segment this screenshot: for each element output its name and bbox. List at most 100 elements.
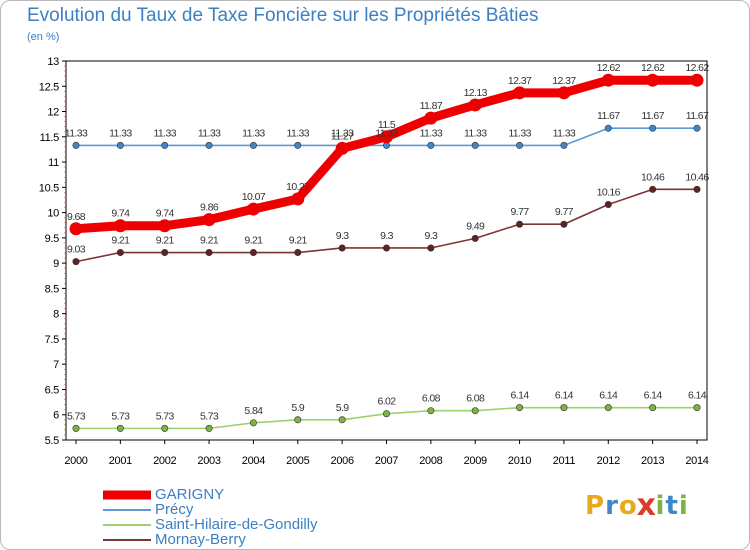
- data-point: [294, 141, 302, 149]
- logo-letter: o: [618, 491, 638, 521]
- data-point: [294, 416, 302, 424]
- data-label: 6.14: [599, 390, 618, 402]
- data-label: 6.02: [377, 396, 396, 408]
- data-point: [557, 86, 571, 100]
- y-tick-label: 9: [53, 258, 59, 270]
- y-tick-label: 8: [53, 309, 59, 321]
- legend-label: Saint-Hilaire-de-Gondilly: [155, 516, 318, 533]
- y-tick-label: 8.5: [45, 283, 60, 295]
- logo-letter: x: [636, 488, 657, 524]
- x-tick-label: 2005: [286, 455, 309, 467]
- x-tick-label: 2013: [641, 455, 664, 467]
- data-point: [649, 404, 657, 412]
- data-label: 12.13: [464, 87, 488, 99]
- data-label: 9.03: [67, 244, 86, 256]
- data-label: 9.74: [111, 208, 130, 220]
- y-tick-label: 13: [47, 56, 59, 68]
- data-label: 9.21: [156, 235, 175, 247]
- data-point: [249, 141, 257, 149]
- data-label: 9.21: [200, 235, 219, 247]
- data-point: [205, 424, 213, 432]
- data-label: 10.16: [597, 187, 621, 199]
- y-tick-label: 7: [53, 359, 59, 371]
- chart-subtitle: (en %): [27, 31, 60, 43]
- data-point: [427, 141, 435, 149]
- data-label: 9.77: [555, 206, 574, 218]
- x-tick-label: 2012: [597, 455, 620, 467]
- data-label: 9.49: [466, 220, 485, 232]
- data-point: [516, 220, 524, 228]
- data-point: [560, 141, 568, 149]
- data-label: 11.67: [686, 110, 709, 122]
- data-point: [693, 124, 701, 132]
- data-point: [382, 410, 390, 418]
- data-label: 6.14: [555, 390, 574, 402]
- x-tick-label: 2009: [464, 455, 487, 467]
- logo-letter: P: [585, 491, 606, 521]
- data-label: 11.5: [378, 119, 396, 131]
- legend-swatch: [103, 538, 151, 541]
- legend-label: Précy: [155, 501, 194, 518]
- data-label: 10.07: [242, 191, 266, 203]
- data-point: [604, 124, 612, 132]
- data-label: 5.84: [244, 405, 263, 417]
- data-point: [158, 219, 172, 233]
- legend-swatch: [103, 508, 151, 511]
- data-label: 11.33: [109, 127, 132, 139]
- data-label: 10.46: [641, 171, 665, 183]
- data-point: [249, 419, 257, 427]
- data-label: 10.27: [286, 181, 310, 193]
- data-point: [693, 185, 701, 193]
- logo-letter: r: [605, 491, 619, 521]
- data-point: [604, 404, 612, 412]
- data-label: 12.62: [641, 62, 665, 74]
- y-tick-label: 5.5: [45, 435, 60, 447]
- data-label: 6.14: [511, 390, 530, 402]
- x-tick-label: 2004: [242, 455, 265, 467]
- data-point: [424, 111, 438, 125]
- data-point: [72, 258, 80, 266]
- x-tick-label: 2000: [64, 455, 87, 467]
- data-point: [338, 244, 346, 252]
- data-label: 9.77: [511, 206, 530, 218]
- data-label: 5.9: [336, 402, 350, 414]
- chart-title: Evolution du Taux de Taxe Foncière sur l…: [27, 5, 539, 26]
- data-label: 9.86: [200, 202, 219, 214]
- data-point: [601, 73, 615, 87]
- data-label: 5.73: [156, 410, 175, 422]
- data-label: 5.73: [111, 410, 130, 422]
- data-point: [202, 213, 216, 227]
- y-tick-label: 12: [47, 107, 59, 119]
- data-point: [649, 124, 657, 132]
- data-label: 10.46: [685, 171, 709, 183]
- data-label: 12.62: [597, 62, 621, 74]
- x-tick-label: 2001: [109, 455, 132, 467]
- data-point: [427, 407, 435, 415]
- data-label: 11.33: [331, 127, 354, 139]
- data-point: [116, 249, 124, 257]
- logo-letter: i: [678, 491, 689, 521]
- data-point: [516, 141, 524, 149]
- y-tick-label: 11: [48, 157, 59, 169]
- legend-item: GARIGNY: [103, 487, 403, 502]
- legend-item: Précy: [103, 502, 403, 517]
- y-tick-label: 11.5: [40, 132, 60, 144]
- data-point: [161, 249, 169, 257]
- data-point: [246, 202, 260, 216]
- x-tick-label: 2002: [153, 455, 176, 467]
- data-point: [649, 185, 657, 193]
- y-tick-label: 6.5: [45, 384, 60, 396]
- data-label: 6.14: [688, 390, 707, 402]
- data-label: 9.74: [156, 208, 175, 220]
- chart-legend: GARIGNY Précy Saint-Hilaire-de-Gondilly Mor…: [103, 487, 403, 547]
- data-point: [72, 424, 80, 432]
- data-point: [513, 86, 527, 100]
- data-label: 11.33: [198, 127, 221, 139]
- data-point: [471, 407, 479, 415]
- legend-label: Mornay-Berry: [155, 531, 246, 548]
- data-label: 11.33: [508, 127, 531, 139]
- data-label: 12.62: [685, 62, 709, 74]
- x-tick-label: 2008: [419, 455, 442, 467]
- data-point: [560, 220, 568, 228]
